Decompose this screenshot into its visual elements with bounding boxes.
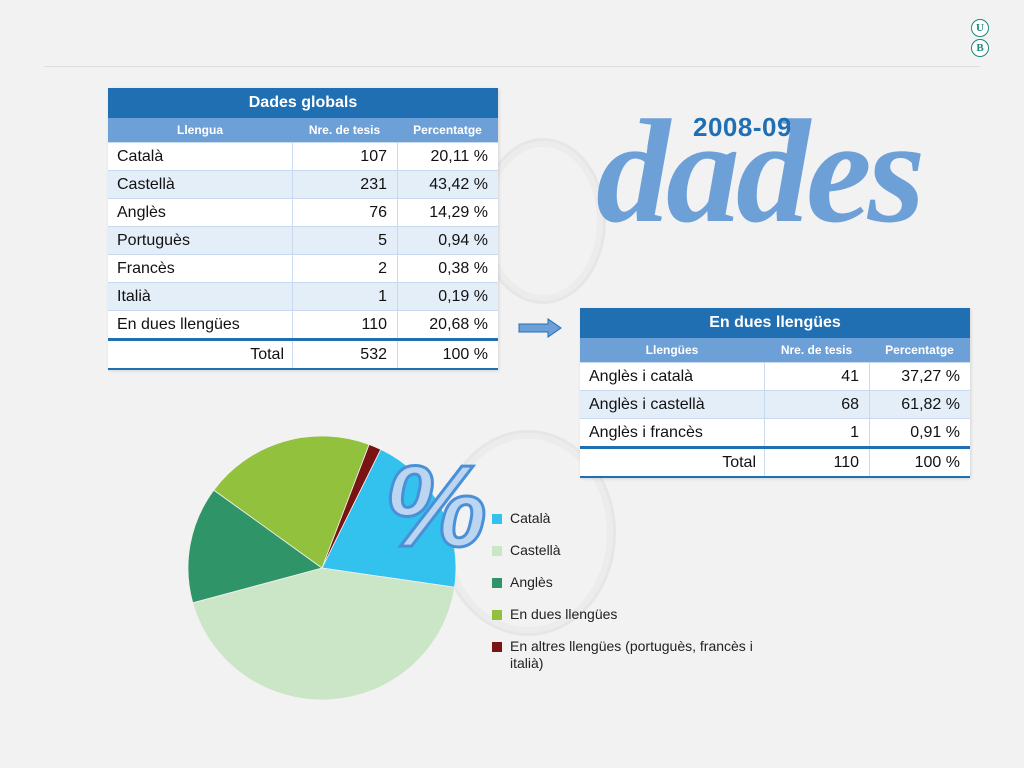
table-row: Italià 1 0,19 % (108, 282, 498, 310)
table-row: Castellà 231 43,42 % (108, 170, 498, 198)
row-percent: 37,27 % (869, 363, 970, 390)
col-header-language: Llengua (176, 123, 223, 137)
row-language: Català (117, 148, 164, 165)
total-label: Total (722, 454, 756, 471)
pie-slice (187, 489, 323, 604)
legend-item: En altres llengües (portuguès, francès i… (492, 638, 760, 672)
total-percent: 100 % (397, 341, 498, 368)
row-language: Anglès i castellà (589, 396, 705, 413)
percent-symbol: % (382, 441, 488, 571)
table-global-total-row: Total 532 100 % (108, 338, 498, 370)
pie-slice (213, 435, 370, 569)
col-header-count: Nre. de tesis (308, 123, 381, 137)
table-row: Portuguès 5 0,94 % (108, 226, 498, 254)
legend-item: Anglès (492, 574, 760, 591)
table-row: Francès 2 0,38 % (108, 254, 498, 282)
row-percent: 20,68 % (397, 311, 498, 338)
table-global-header: Llengua Nre. de tesis Percentatge (108, 118, 498, 142)
legend-swatch (492, 642, 502, 652)
col-header-percent: Percentatge (885, 343, 954, 357)
pie-slice (321, 448, 457, 588)
table-row: Català 107 20,11 % (108, 142, 498, 170)
total-count: 532 (292, 341, 397, 368)
legend-item: Català (492, 510, 760, 527)
row-count: 107 (292, 143, 397, 170)
row-language: Anglès i català (589, 368, 694, 385)
row-count: 110 (292, 311, 397, 338)
row-count: 231 (292, 171, 397, 198)
legend-label: Català (510, 510, 551, 526)
row-language: Italià (117, 288, 151, 305)
legend-swatch (492, 610, 502, 620)
row-language: Portuguès (117, 232, 190, 249)
row-language: Castellà (117, 176, 175, 193)
total-count: 110 (764, 449, 869, 476)
table-global-title: Dades globals (108, 88, 498, 118)
row-language: Anglès i francès (589, 424, 703, 441)
row-count: 2 (292, 255, 397, 282)
table-row: Anglès i català 41 37,27 % (580, 362, 970, 390)
pie-slice (192, 567, 456, 701)
arrow-right-icon (518, 318, 562, 338)
row-count: 1 (292, 283, 397, 310)
table-two-header: Llengües Nre. de tesis Percentatge (580, 338, 970, 362)
legend-swatch (492, 546, 502, 556)
total-percent: 100 % (869, 449, 970, 476)
row-count: 76 (292, 199, 397, 226)
col-header-languages: Llengües (645, 343, 699, 357)
row-percent: 0,94 % (397, 227, 498, 254)
row-percent: 20,11 % (397, 143, 498, 170)
legend-label: En altres llengües (portuguès, francès i… (510, 638, 753, 671)
row-count: 5 (292, 227, 397, 254)
row-percent: 0,38 % (397, 255, 498, 282)
row-percent: 0,91 % (869, 419, 970, 446)
row-percent: 14,29 % (397, 199, 498, 226)
legend-item: En dues llengües (492, 606, 760, 623)
total-label: Total (250, 346, 284, 363)
row-percent: 0,19 % (397, 283, 498, 310)
table-row: Anglès i castellà 68 61,82 % (580, 390, 970, 418)
col-header-count: Nre. de tesis (780, 343, 853, 357)
legend-label: En dues llengües (510, 606, 618, 622)
legend-swatch (492, 514, 502, 524)
table-row: Anglès 76 14,29 % (108, 198, 498, 226)
table-two-languages: En dues llengües Llengües Nre. de tesis … (580, 308, 970, 478)
legend-swatch (492, 578, 502, 588)
row-percent: 61,82 % (869, 391, 970, 418)
header-divider (44, 66, 980, 67)
dades-headline: dades (596, 90, 925, 254)
table-two-total-row: Total 110 100 % (580, 446, 970, 478)
legend-item: Castellà (492, 542, 760, 559)
table-row: Anglès i francès 1 0,91 % (580, 418, 970, 446)
table-row: En dues llengües 110 20,68 % (108, 310, 498, 338)
pie-legend: Català Castellà Anglès En dues llengües En a… (492, 510, 760, 687)
logo-letter-u: U (971, 19, 989, 37)
year-label: 2008-09 (693, 112, 792, 142)
legend-label: Anglès (510, 574, 553, 590)
row-count: 1 (764, 419, 869, 446)
col-header-percent: Percentatge (413, 123, 482, 137)
row-count: 68 (764, 391, 869, 418)
row-language: Anglès (117, 204, 166, 221)
table-two-title: En dues llengües (580, 308, 970, 338)
row-language: Francès (117, 260, 175, 277)
table-global-data: Dades globals Llengua Nre. de tesis Perc… (108, 88, 498, 370)
pie-slice (321, 443, 382, 569)
row-percent: 43,42 % (397, 171, 498, 198)
row-count: 41 (764, 363, 869, 390)
ub-logo: U B (971, 19, 989, 59)
legend-label: Castellà (510, 542, 561, 558)
row-language: En dues llengües (117, 316, 240, 333)
logo-letter-b: B (971, 39, 989, 57)
